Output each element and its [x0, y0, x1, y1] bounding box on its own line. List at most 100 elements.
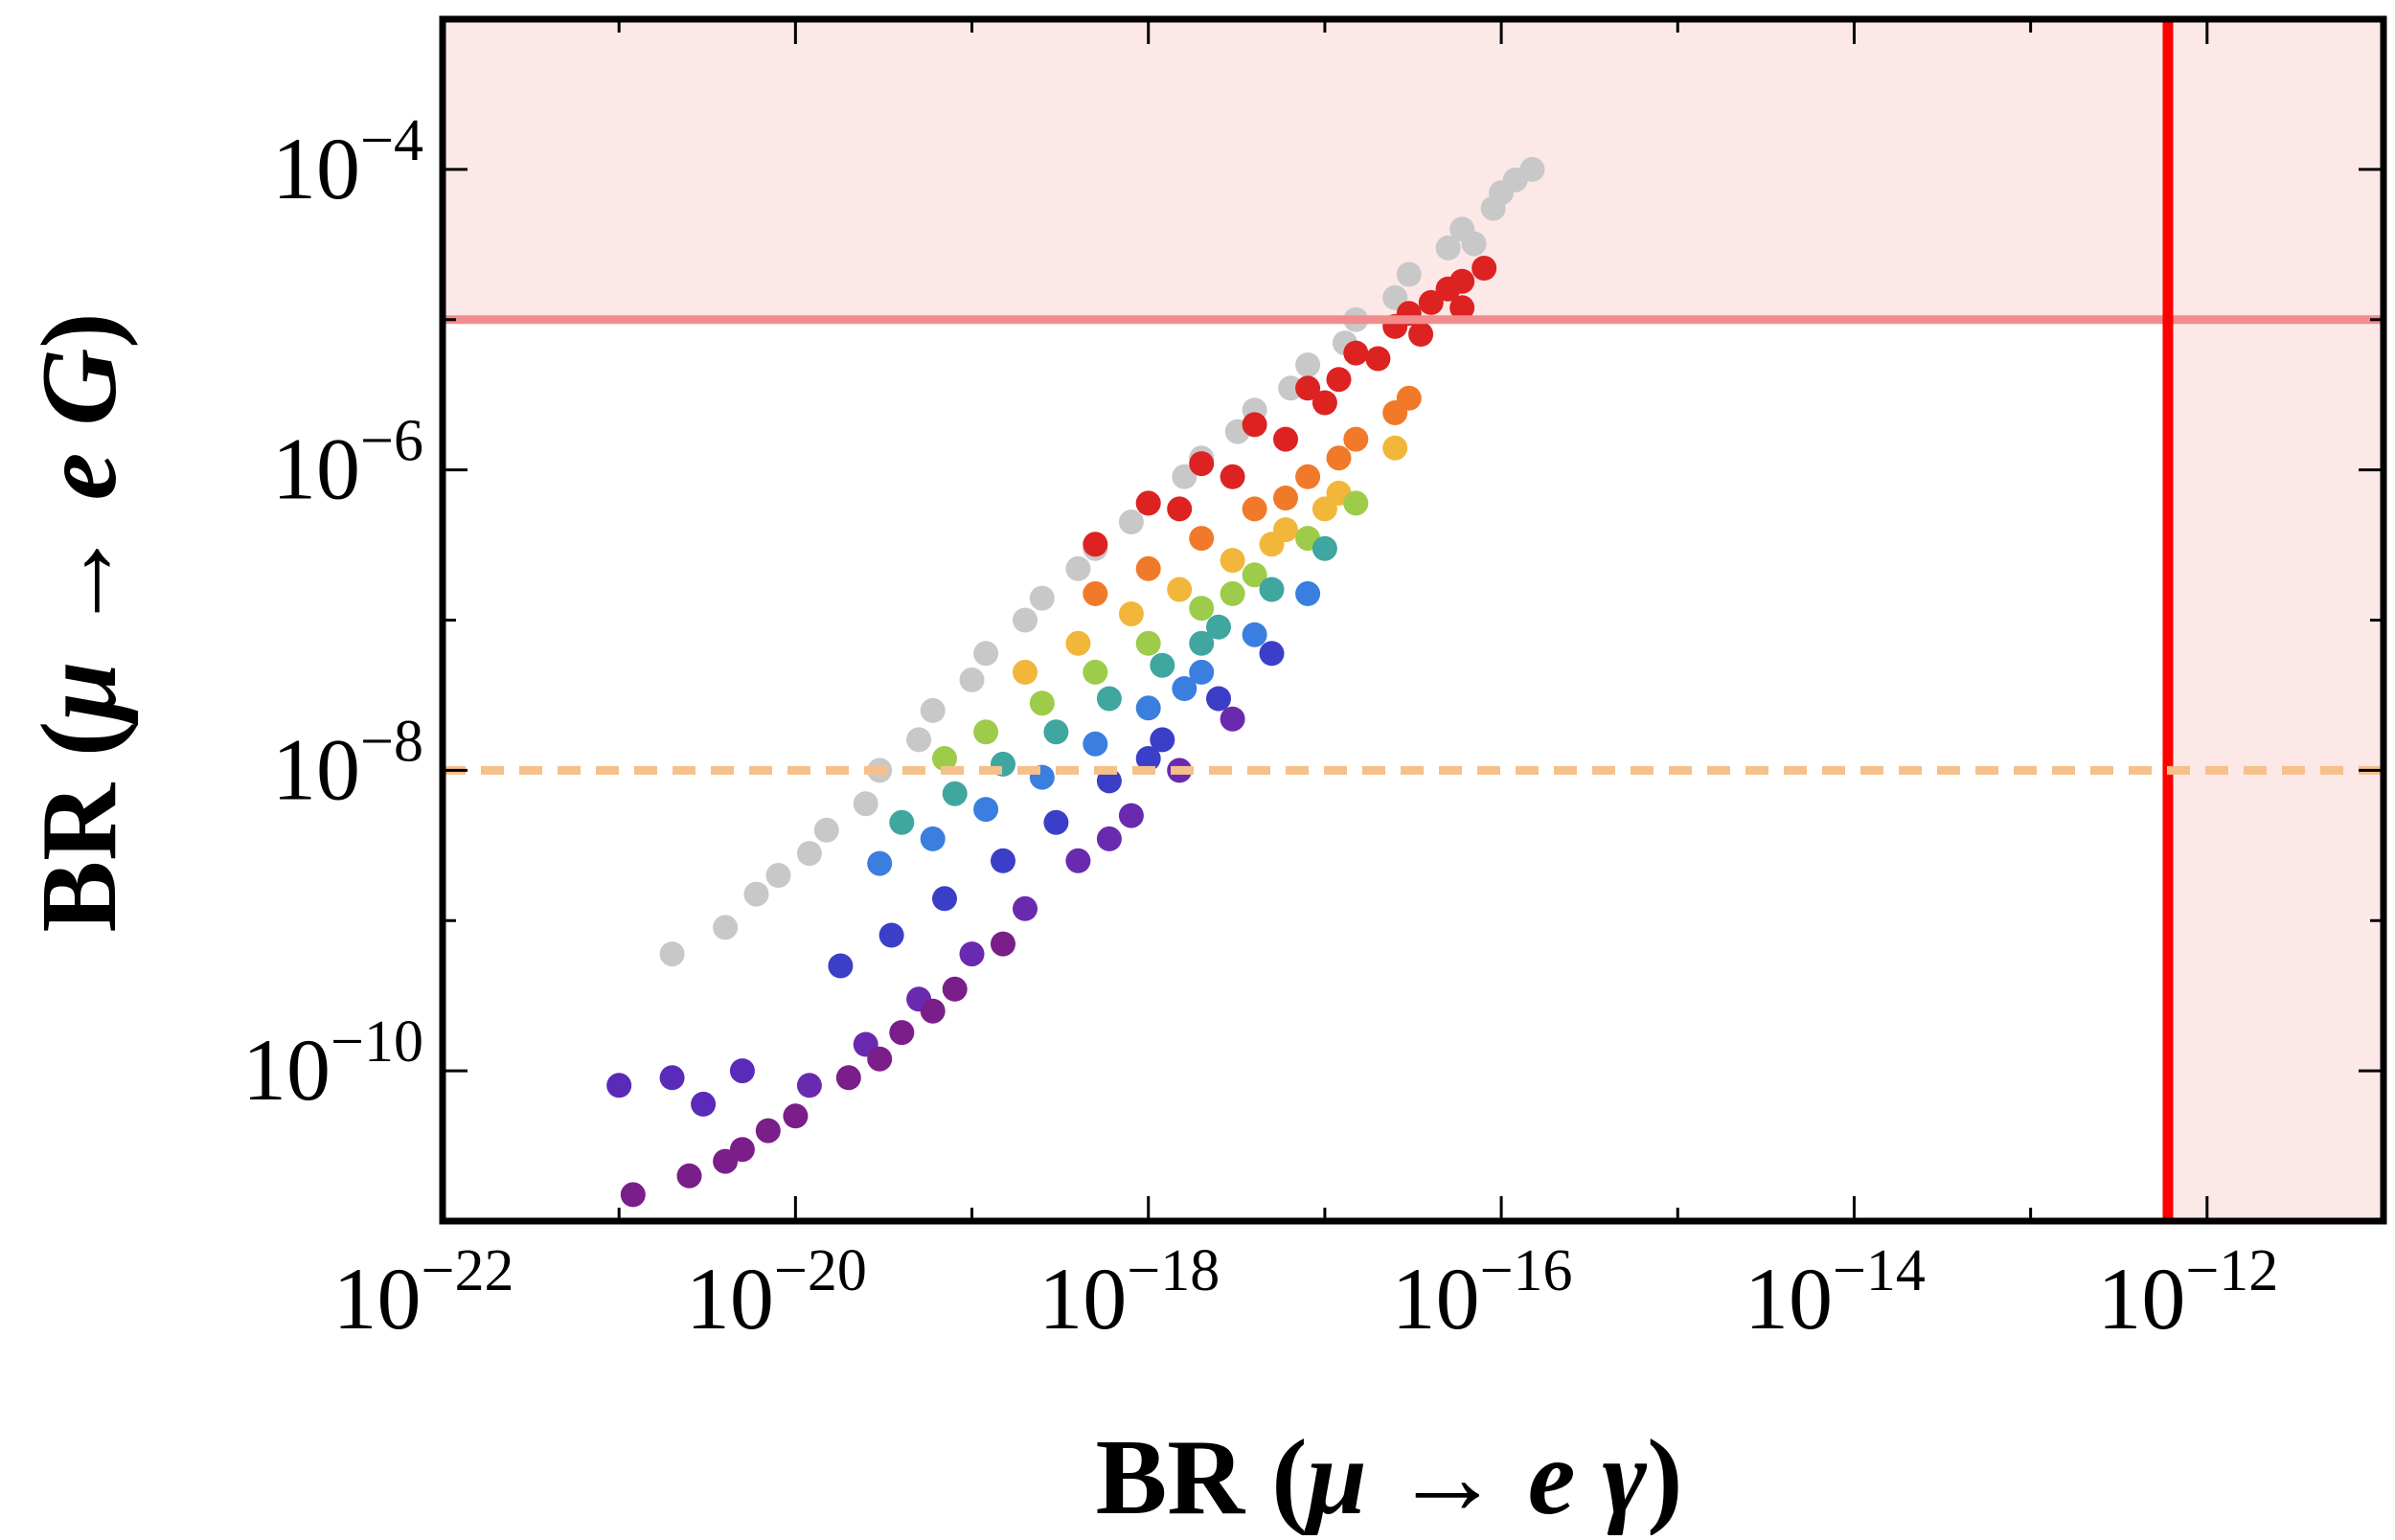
x-tick-label: 10−18: [1038, 1238, 1220, 1348]
y-tick-exponent: −6: [360, 409, 423, 474]
x-tick-exponent: −16: [1480, 1238, 1573, 1303]
data-point-series-4: [1220, 548, 1245, 574]
data-point-series-4: [1312, 496, 1337, 522]
x-tick-base: 10: [1745, 1250, 1833, 1348]
data-point-series-9: [796, 1073, 822, 1098]
data-point-series-2: [1408, 322, 1434, 347]
y-axis-label-arrow: →: [20, 500, 139, 661]
data-point-series-7: [973, 797, 999, 823]
data-point-series-1: [959, 667, 985, 692]
data-point-series-4: [1118, 601, 1144, 626]
data-point-series-2: [1365, 346, 1391, 372]
data-point-series-1: [813, 817, 839, 843]
x-tick-label: 10−22: [333, 1238, 514, 1348]
data-point-series-9: [1118, 803, 1144, 828]
data-point-series-11: [606, 1073, 632, 1098]
excluded-regions: [443, 19, 2384, 1221]
data-point-series-4: [1013, 659, 1038, 685]
data-point-series-1: [713, 915, 739, 940]
x-tick-base: 10: [1392, 1250, 1480, 1348]
data-point-series-3: [1083, 580, 1108, 606]
data-point-series-3: [1295, 464, 1321, 489]
x-axis-label: BR (μ → e γ): [1096, 1418, 1683, 1535]
data-point-series-2: [1135, 490, 1161, 516]
data-point-series-10: [713, 1148, 739, 1174]
data-point-series-1: [1396, 261, 1422, 287]
y-tick-label: 10−4: [272, 108, 423, 217]
y-tick-exponent: −8: [360, 709, 423, 774]
data-points: [606, 156, 1545, 1208]
x-axis-label-muon: μ: [1302, 1418, 1366, 1535]
data-point-series-10: [920, 998, 946, 1024]
data-point-series-1: [920, 697, 946, 723]
data-point-series-1: [906, 727, 932, 753]
data-point-series-7: [1189, 659, 1215, 685]
y-tick-label: 10−6: [272, 409, 423, 518]
data-point-series-2: [1189, 451, 1215, 477]
data-point-series-6: [1150, 652, 1175, 678]
y-tick-base: 10: [272, 720, 360, 818]
data-point-series-3: [1343, 426, 1369, 452]
y-tick-label: 10−8: [272, 709, 423, 818]
data-point-series-7: [1242, 622, 1267, 647]
x-tick-base: 10: [1038, 1250, 1127, 1348]
data-point-series-3: [1189, 526, 1215, 552]
x-tick-label: 10−20: [686, 1238, 867, 1348]
data-point-series-2: [1471, 256, 1497, 281]
data-point-series-8: [828, 953, 854, 979]
x-tick-exponent: −18: [1127, 1238, 1220, 1303]
x-axis-label-open: (: [1244, 1418, 1307, 1535]
y-axis-label-gluon: G: [20, 349, 139, 453]
reference-lines: [443, 19, 2384, 1221]
data-point-series-7: [1083, 731, 1108, 757]
data-point-series-8: [1259, 641, 1285, 667]
data-point-series-11: [729, 1058, 755, 1084]
data-point-series-7: [1172, 676, 1198, 701]
data-point-series-7: [1135, 695, 1161, 721]
data-point-series-4: [1382, 435, 1408, 461]
data-point-series-10: [991, 931, 1015, 957]
data-point-series-8: [1043, 809, 1069, 835]
data-point-series-1: [1118, 510, 1144, 534]
x-tick-exponent: −20: [774, 1238, 867, 1303]
y-axis-label-electron: e: [20, 453, 139, 501]
data-point-series-1: [765, 863, 791, 888]
data-point-series-1: [1278, 375, 1304, 401]
x-axis-label-electron: e: [1528, 1418, 1576, 1535]
data-point-series-1: [973, 641, 999, 667]
x-axis-label-photon: γ: [1576, 1418, 1648, 1535]
x-tick-exponent: −12: [2185, 1238, 2278, 1303]
data-point-series-10: [867, 1046, 893, 1072]
y-tick-label: 10−10: [242, 1009, 423, 1119]
data-point-series-9: [959, 941, 985, 967]
data-point-series-2: [1220, 464, 1245, 489]
data-point-series-11: [659, 1065, 685, 1091]
data-point-series-6: [942, 781, 968, 806]
data-point-series-7: [867, 850, 893, 876]
data-point-series-2: [1312, 390, 1337, 416]
data-point-series-8: [991, 848, 1015, 873]
data-point-series-2: [1326, 367, 1352, 393]
data-point-series-1: [1502, 167, 1528, 192]
data-point-series-10: [783, 1103, 809, 1129]
y-tick-base: 10: [272, 120, 360, 217]
data-point-series-2: [1242, 412, 1267, 438]
x-tick-exponent: −22: [422, 1238, 514, 1303]
data-point-series-6: [1043, 719, 1069, 745]
data-point-series-1: [1013, 607, 1038, 633]
data-point-series-1: [1029, 585, 1055, 611]
data-point-series-10: [620, 1182, 646, 1208]
data-point-series-6: [1259, 577, 1285, 602]
data-point-series-1: [1065, 555, 1091, 581]
data-point-series-2: [1343, 340, 1369, 366]
x-tick-exponent: −14: [1833, 1238, 1926, 1303]
data-point-series-10: [942, 976, 968, 1002]
data-point-series-5: [932, 746, 957, 771]
data-point-series-5: [1135, 630, 1161, 656]
data-point-series-2: [1167, 496, 1193, 522]
data-point-series-5: [1029, 691, 1055, 716]
x-axis-label-prefix: BR: [1096, 1418, 1246, 1535]
